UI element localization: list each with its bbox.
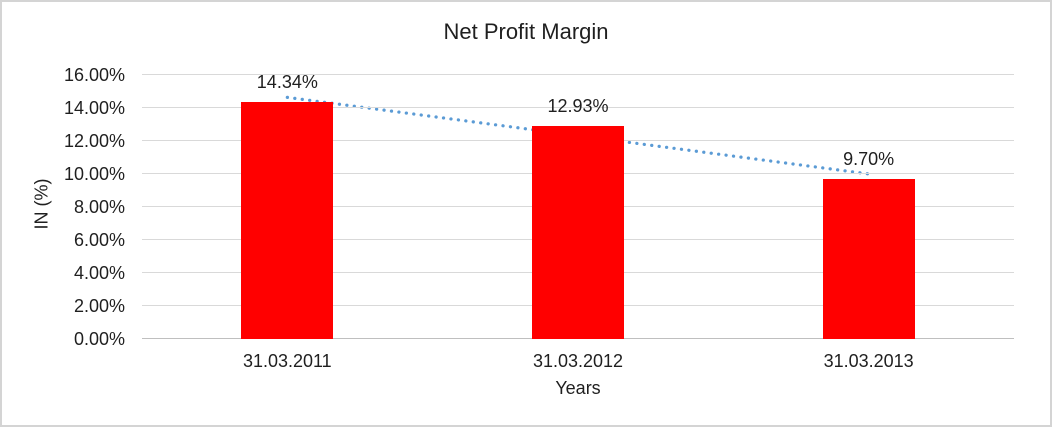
y-tick-label: 4.00% [73, 263, 125, 283]
gridline [142, 74, 1014, 75]
bar-31.03.2013[interactable] [822, 178, 915, 339]
bar-31.03.2012[interactable] [532, 125, 624, 339]
chart-title: Net Profit Margin [443, 19, 609, 44]
y-tick-label: 10.00% [63, 164, 125, 184]
gridline [142, 107, 1014, 108]
y-tick-label: 2.00% [73, 296, 125, 316]
x-axis-title: Years [555, 378, 601, 398]
bar-data-label: 12.93% [547, 95, 609, 116]
bar-31.03.2011[interactable] [241, 102, 334, 339]
x-tick-label: 31.03.2013 [823, 351, 914, 371]
bar-data-label: 14.34% [256, 72, 318, 93]
y-tick-label: 12.00% [63, 131, 125, 151]
y-tick-label: 14.00% [63, 98, 125, 118]
x-tick-label: 31.03.2012 [532, 351, 624, 371]
y-tick-label: 16.00% [63, 65, 125, 85]
y-tick-label: 6.00% [73, 230, 125, 250]
bar-data-label: 9.70% [843, 148, 895, 169]
x-tick-label: 31.03.2011 [242, 351, 332, 371]
y-tick-label: 8.00% [73, 197, 125, 217]
y-tick-label: 0.00% [73, 329, 125, 349]
plot-area[interactable]: 14.34% 12.93% 9.70% [142, 72, 1014, 339]
